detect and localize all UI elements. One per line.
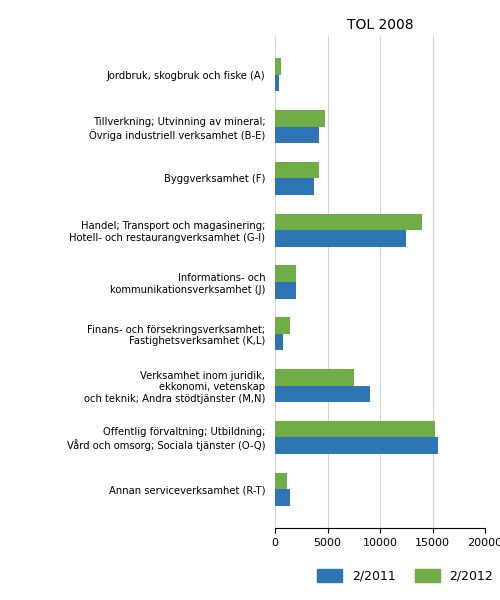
Bar (275, 127, 319, 143)
Bar (275, 282, 296, 299)
Bar (275, 265, 296, 282)
Bar (275, 110, 326, 127)
Bar (275, 230, 406, 247)
Bar (275, 214, 422, 230)
Title: TOL 2008: TOL 2008 (346, 18, 414, 32)
Bar (275, 473, 286, 489)
Bar (275, 178, 314, 195)
Bar (275, 317, 289, 334)
Bar (275, 421, 434, 437)
Bar (275, 58, 281, 75)
Bar (275, 75, 279, 91)
Legend: 2/2011, 2/2012: 2/2011, 2/2012 (312, 564, 498, 587)
Bar (275, 386, 370, 402)
Bar (275, 334, 283, 350)
Bar (275, 489, 289, 506)
Bar (275, 162, 319, 178)
Bar (275, 437, 438, 454)
Bar (275, 369, 354, 386)
